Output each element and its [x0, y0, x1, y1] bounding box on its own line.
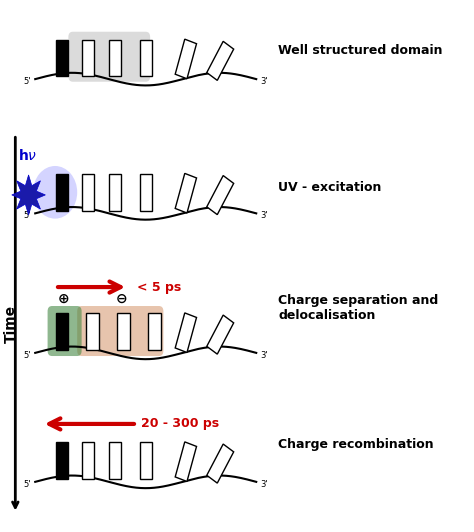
Polygon shape — [55, 39, 68, 77]
Text: 3': 3' — [261, 212, 268, 220]
Polygon shape — [175, 173, 197, 213]
Polygon shape — [86, 313, 99, 350]
Polygon shape — [12, 175, 46, 215]
Text: 20 - 300 ps: 20 - 300 ps — [141, 418, 219, 430]
Text: < 5 ps: < 5 ps — [137, 280, 181, 294]
Polygon shape — [175, 313, 197, 353]
Text: Charge recombination: Charge recombination — [278, 438, 434, 452]
Text: 5': 5' — [23, 351, 31, 360]
Polygon shape — [109, 174, 121, 211]
Polygon shape — [118, 313, 130, 350]
Text: 5': 5' — [23, 480, 31, 489]
Polygon shape — [82, 174, 94, 211]
Polygon shape — [139, 443, 152, 479]
Polygon shape — [207, 444, 234, 483]
Polygon shape — [55, 313, 68, 350]
Text: 5': 5' — [23, 77, 31, 86]
Polygon shape — [82, 443, 94, 479]
FancyBboxPatch shape — [68, 32, 150, 82]
Polygon shape — [109, 39, 121, 77]
Text: 5': 5' — [23, 212, 31, 220]
Text: 3': 3' — [261, 77, 268, 86]
Polygon shape — [207, 315, 234, 354]
Text: UV - excitation: UV - excitation — [278, 180, 382, 194]
Polygon shape — [55, 443, 68, 479]
Polygon shape — [207, 41, 234, 80]
Polygon shape — [175, 442, 197, 481]
Polygon shape — [55, 174, 68, 211]
Ellipse shape — [33, 166, 77, 219]
Text: Charge separation and
delocalisation: Charge separation and delocalisation — [278, 294, 438, 322]
FancyBboxPatch shape — [47, 306, 82, 356]
Polygon shape — [148, 313, 161, 350]
Polygon shape — [82, 39, 94, 77]
Text: Well structured domain: Well structured domain — [278, 44, 443, 56]
Polygon shape — [175, 39, 197, 79]
Text: ⊖: ⊖ — [116, 292, 127, 305]
Polygon shape — [139, 174, 152, 211]
Text: ⊕: ⊕ — [58, 292, 70, 305]
Text: 3': 3' — [261, 351, 268, 360]
FancyBboxPatch shape — [77, 306, 164, 356]
Text: h$\nu$: h$\nu$ — [18, 148, 37, 163]
Text: 3': 3' — [261, 480, 268, 489]
Text: Time: Time — [4, 305, 18, 343]
Polygon shape — [139, 39, 152, 77]
Polygon shape — [207, 176, 234, 214]
Polygon shape — [109, 443, 121, 479]
